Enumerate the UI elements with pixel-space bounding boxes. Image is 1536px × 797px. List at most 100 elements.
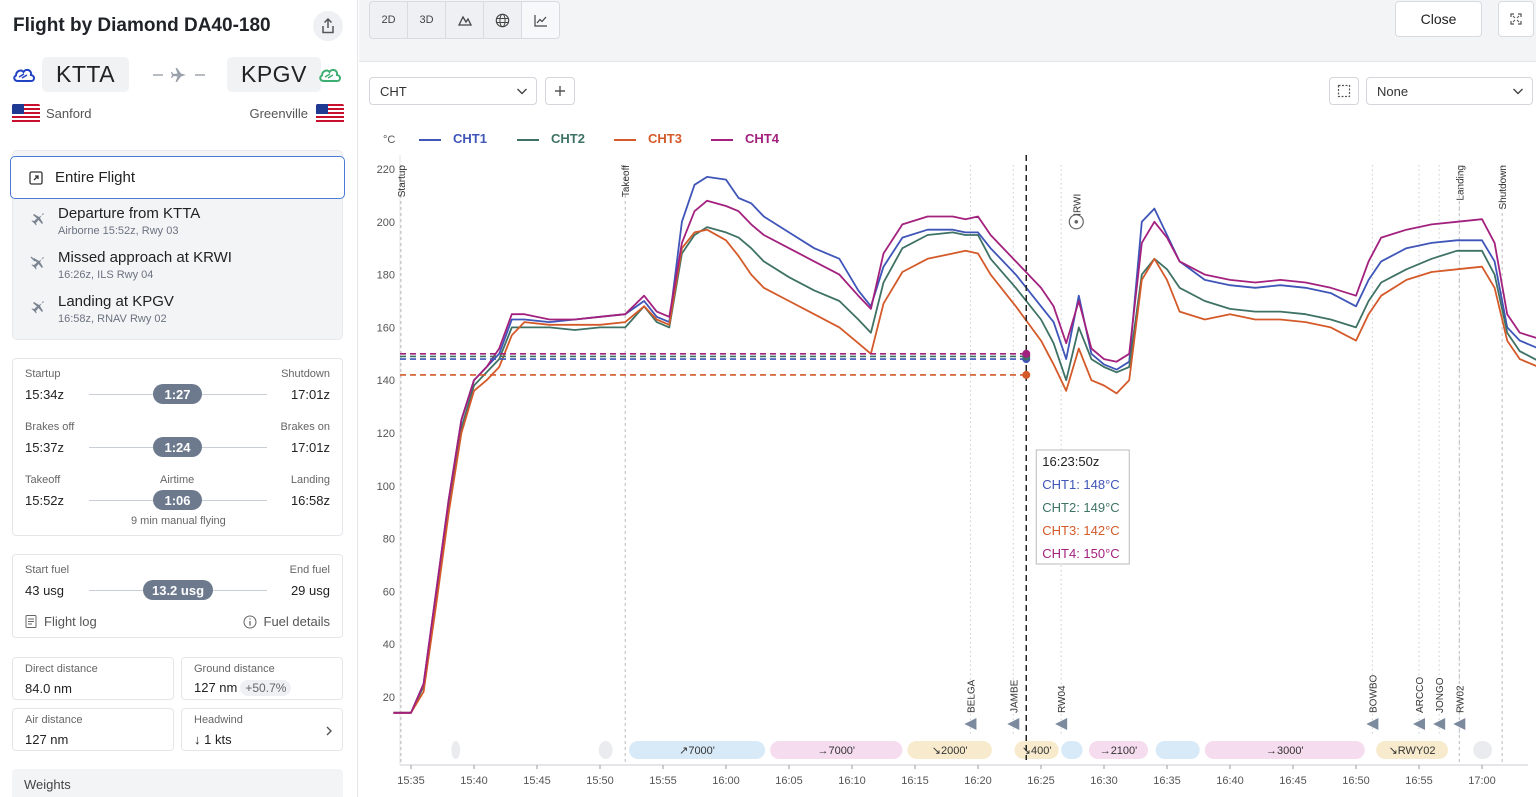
phase-band-label: →7000': [817, 745, 855, 757]
y-tick-label: 120: [377, 428, 395, 440]
view-3d-button[interactable]: 3D: [408, 2, 446, 38]
x-tick-label: 15:55: [649, 775, 677, 787]
arrival-airport-code[interactable]: KPGV: [227, 57, 321, 92]
phase-subtitle: 16:58z, RNAV Rwy 02: [58, 313, 167, 325]
x-tick-label: 16:10: [838, 775, 866, 787]
series-line: [393, 199, 1536, 714]
shutdown-label: Shutdown: [281, 368, 330, 380]
startup-time: 15:34z: [25, 387, 65, 402]
metric-select[interactable]: CHT: [369, 77, 537, 105]
air-distance-value: 127 nm: [25, 732, 69, 747]
compare-select-value: None: [1377, 83, 1409, 99]
main-panel: 2D 3D Close CHT None °C 20 40 60 80 100 120 140: [359, 0, 1536, 797]
headwind-card[interactable]: Headwind ↓ 1 kts: [181, 708, 343, 751]
airtime-label: Airtime: [160, 474, 195, 486]
fuel-details-label: Fuel details: [263, 614, 330, 629]
terrain-view-button[interactable]: [446, 2, 484, 38]
compare-select[interactable]: None: [1366, 77, 1533, 105]
x-tick-label: 16:25: [1027, 775, 1055, 787]
shutdown-time: 17:01z: [290, 387, 330, 402]
chevron-down-icon: [1513, 88, 1523, 95]
weights-section-header[interactable]: Weights: [12, 769, 343, 797]
x-tick-label: 16:05: [775, 775, 803, 787]
phase-title: Missed approach at KRWI: [58, 249, 232, 266]
times-card: Startup 15:34z Shutdown 17:01z 1:27 Brak…: [12, 358, 343, 536]
series-line: [393, 228, 1536, 714]
phase-band-label: ↘RWY02: [1389, 745, 1436, 757]
tooltip-value: CHT3: 142°C: [1042, 523, 1119, 538]
flight-log-button[interactable]: Flight log: [25, 614, 97, 629]
x-tick-label: 16:35: [1153, 775, 1181, 787]
flight-log-label: Flight log: [44, 614, 97, 629]
info-icon: [243, 615, 257, 628]
fuel-details-button[interactable]: Fuel details: [243, 614, 330, 629]
event-label: Takeoff: [621, 165, 632, 197]
phase-entire-flight[interactable]: Entire Flight: [10, 156, 345, 199]
phase-departure[interactable]: Departure from KTTA Airborne 15:52z, Rwy…: [24, 205, 334, 243]
phase-title: Departure from KTTA: [58, 205, 201, 222]
x-tick-label: 16:45: [1279, 775, 1307, 787]
start-fuel-label: Start fuel: [25, 564, 70, 576]
end-fuel-value: 29 usg: [290, 583, 330, 598]
tooltip-value: CHT1: 148°C: [1042, 477, 1119, 492]
series-line: [393, 176, 1536, 714]
departure-city: Sanford: [46, 106, 92, 121]
ground-distance-row: 127 nm +50.7%: [194, 680, 292, 696]
add-metric-button[interactable]: [545, 77, 575, 105]
y-tick-label: 220: [377, 164, 395, 176]
airtime-pill: 1:06: [153, 490, 202, 510]
ground-distance-label: Ground distance: [194, 663, 275, 675]
waypoint-label: ARCCO: [1415, 677, 1426, 713]
phase-band: [907, 741, 992, 759]
waypoint-triangle: [1366, 718, 1379, 730]
brakes-off-label: Brakes off: [25, 421, 75, 433]
y-tick-label: 200: [377, 217, 395, 229]
box-select-button[interactable]: [1329, 77, 1359, 105]
globe-view-button[interactable]: [484, 2, 522, 38]
headwind-label: Headwind: [194, 714, 243, 726]
legend-label: CHT3: [648, 131, 682, 146]
close-button[interactable]: Close: [1395, 1, 1482, 37]
legend-label: CHT4: [745, 131, 780, 146]
takeoff-time: 15:52z: [25, 493, 65, 508]
phase-band: [451, 741, 461, 759]
tooltip-value: CHT4: 150°C: [1042, 546, 1119, 561]
chart-view-button[interactable]: [522, 2, 559, 38]
tooltip-time: 16:23:50z: [1042, 454, 1099, 469]
fullscreen-button[interactable]: [1498, 1, 1534, 37]
irwi-marker-dot: [1074, 220, 1079, 224]
ground-distance-value: 127 nm: [194, 680, 238, 695]
x-tick-label: 16:55: [1405, 775, 1433, 787]
brakes-off-time: 15:37z: [25, 440, 65, 455]
phase-landing[interactable]: Landing at KPGV 16:58z, RNAV Rwy 02: [24, 293, 334, 331]
y-tick-label: 80: [383, 534, 395, 546]
fullscreen-icon: [1510, 13, 1522, 25]
waypoint-triangle: [1055, 718, 1068, 730]
waypoint-triangle: [1413, 718, 1425, 730]
cursor-dot: [1022, 349, 1031, 358]
weather-cloud-icon: [13, 68, 35, 82]
x-tick-label: 15:45: [523, 775, 551, 787]
event-label: Startup: [397, 165, 408, 198]
legend-label: CHT1: [453, 131, 487, 146]
top-toolbar: 2D 3D Close: [359, 0, 1536, 62]
line-chart-icon: [533, 14, 547, 27]
phase-missed-approach[interactable]: Missed approach at KRWI 16:26z, ILS Rwy …: [24, 249, 334, 287]
globe-icon: [495, 13, 510, 27]
cursor-dot: [1022, 370, 1031, 379]
cht-chart[interactable]: °C 20 40 60 80 100 120 140 160 180 200 220 15:35 15:4…: [359, 120, 1536, 797]
phase-subtitle: 16:26z, ILS Rwy 04: [58, 269, 154, 281]
brakes-on-label: Brakes on: [280, 421, 330, 433]
departure-plane-icon: [31, 213, 44, 226]
x-tick-label: 16:50: [1342, 775, 1370, 787]
departure-airport-code[interactable]: KTTA: [42, 57, 130, 92]
share-button[interactable]: [313, 11, 343, 41]
view-2d-button[interactable]: 2D: [370, 2, 408, 38]
y-tick-label: 160: [377, 322, 395, 334]
y-tick-label: 140: [377, 375, 395, 387]
series-line: [393, 226, 1536, 714]
landing-time: 16:58z: [290, 493, 330, 508]
x-tick-label: 16:30: [1090, 775, 1118, 787]
irwi-label: IRWI: [1072, 194, 1083, 216]
x-tick-label: 16:15: [901, 775, 929, 787]
